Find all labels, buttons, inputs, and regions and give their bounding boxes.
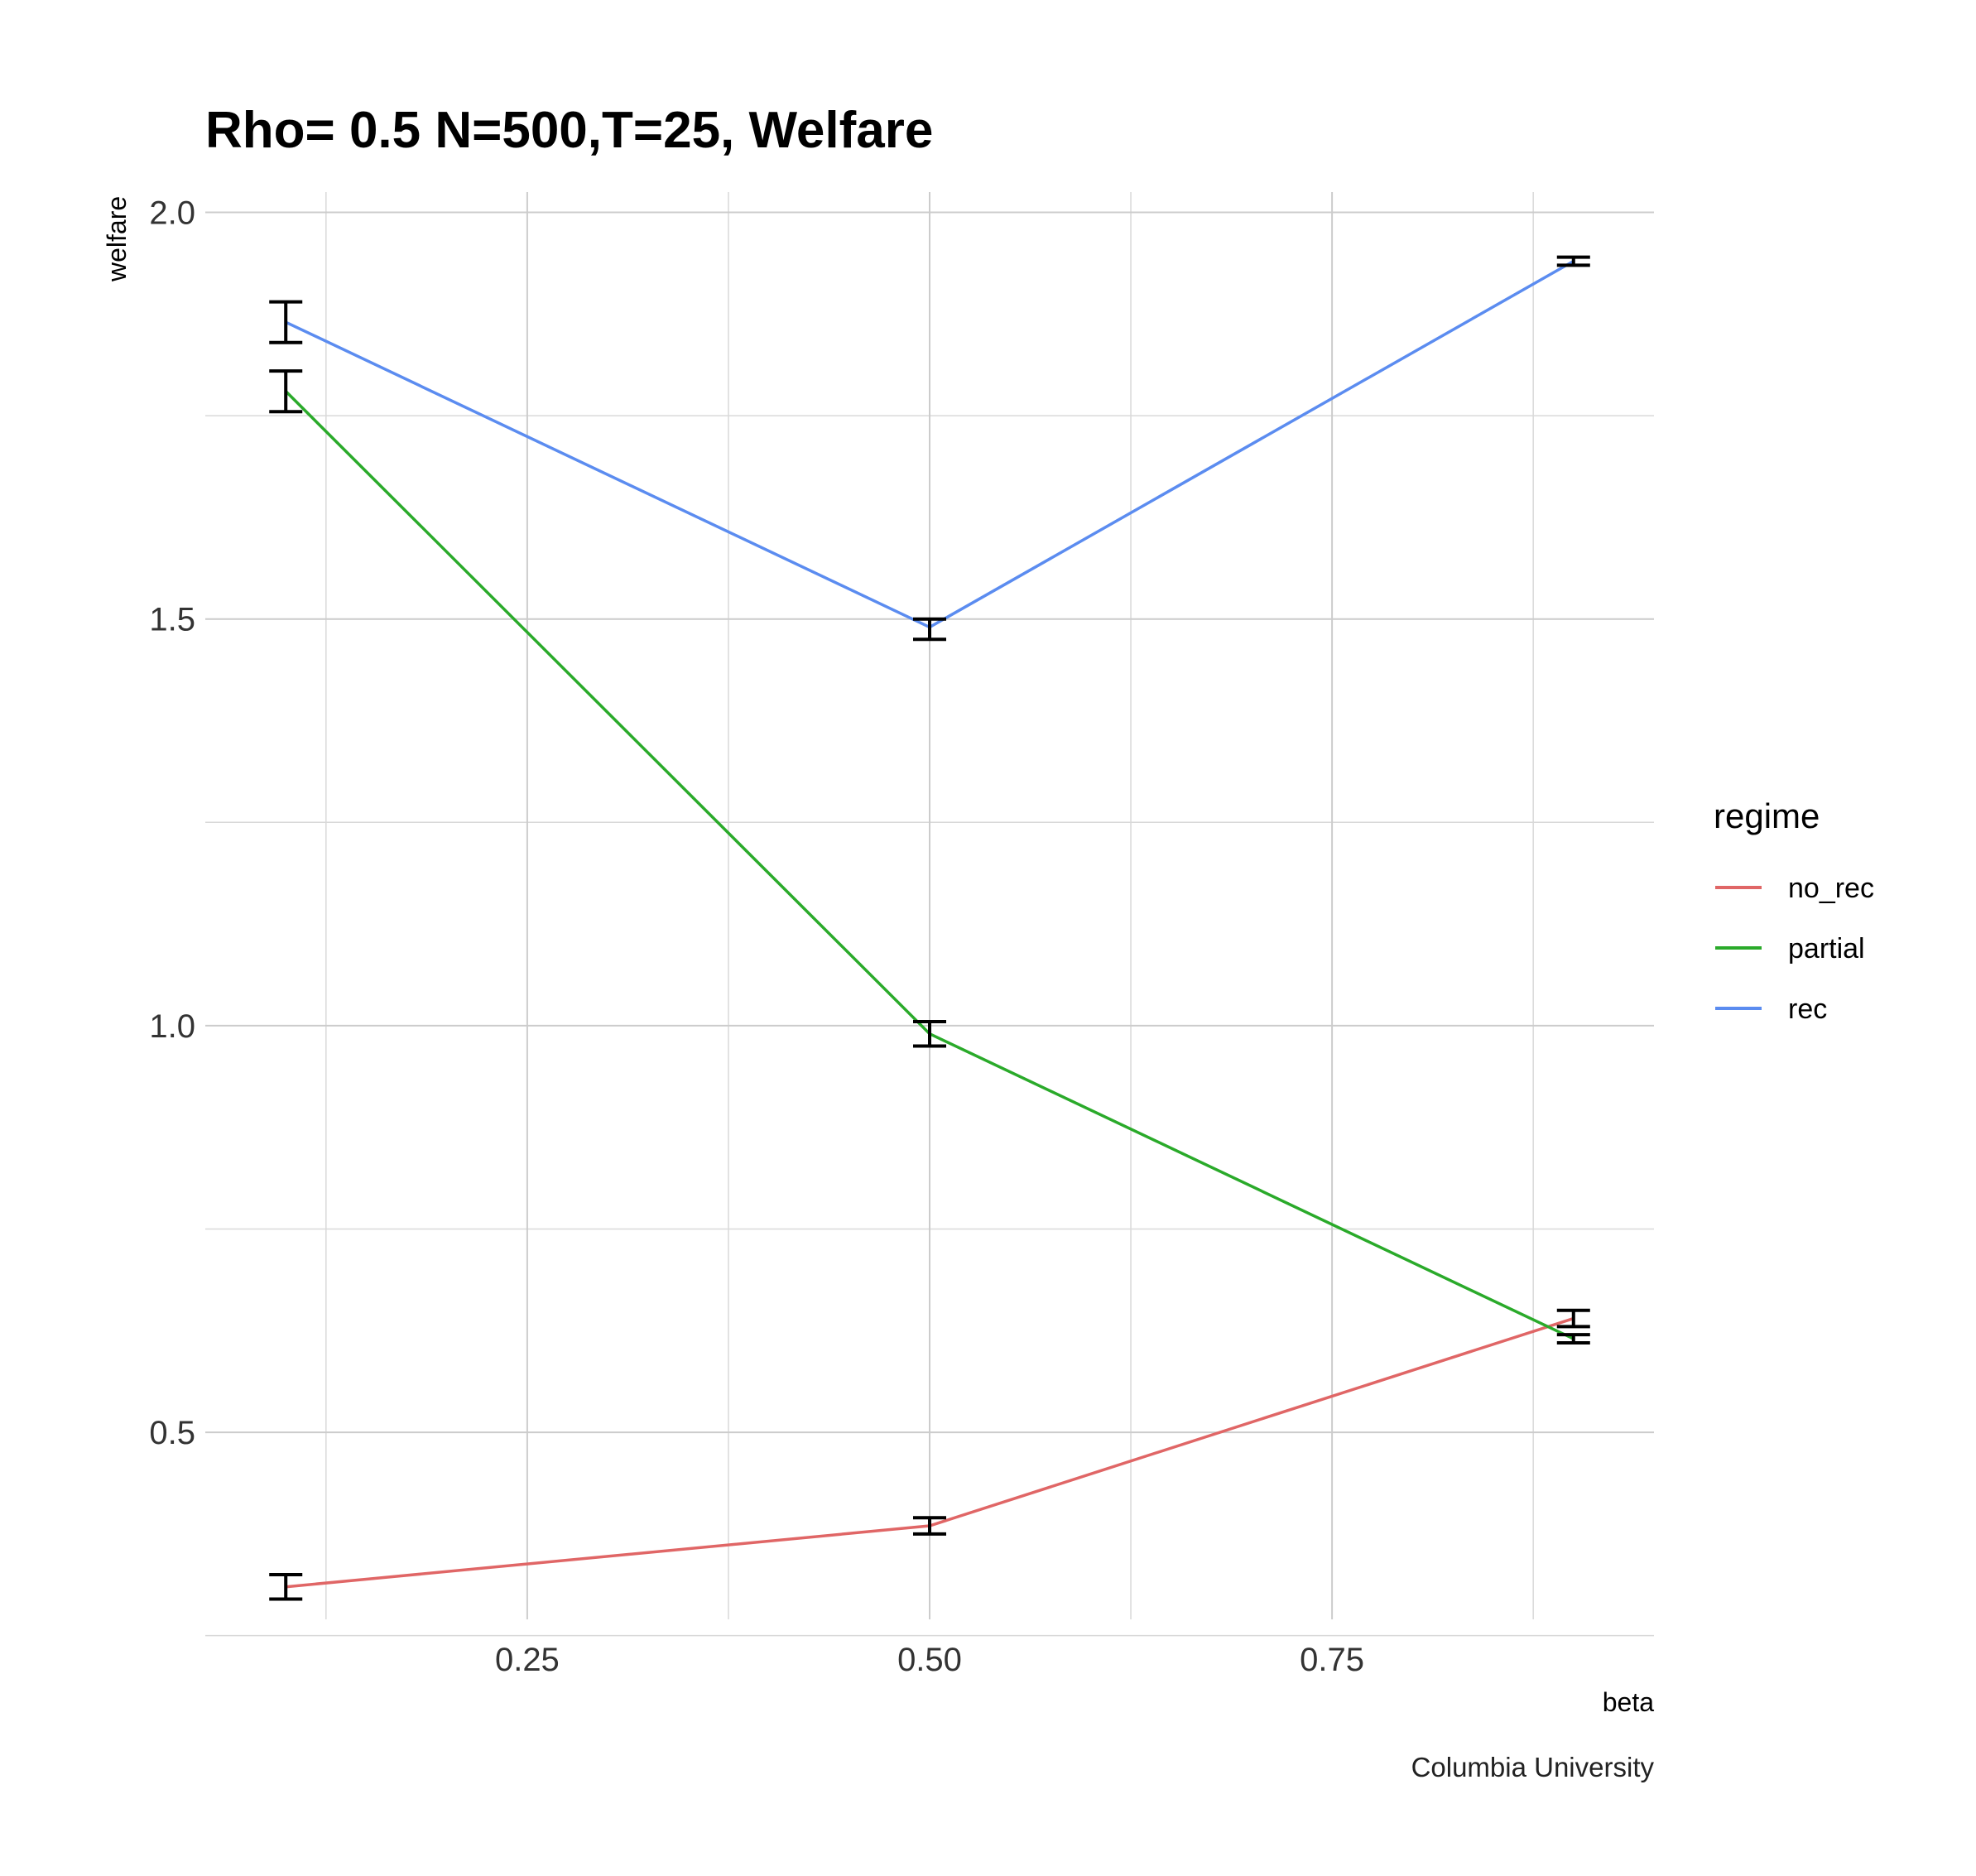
- error-bar-rec: [1556, 255, 1590, 267]
- error-bar-partial: [269, 369, 303, 414]
- x-tick-label: 0.25: [495, 1642, 560, 1678]
- tick-labels: 0.25 0.50 0.75 0.5 1.0 1.5 2.0: [149, 195, 1364, 1678]
- grid: [205, 192, 1654, 1637]
- error-bar-partial: [1556, 1333, 1590, 1345]
- y-tick-label: 2.0: [149, 195, 195, 232]
- chart-title: Rho= 0.5 N=500,T=25, Welfare: [205, 102, 933, 159]
- chart-caption: Columbia University: [1411, 1752, 1655, 1782]
- legend-title: regime: [1714, 796, 1820, 835]
- error-bars: [269, 255, 1590, 1601]
- legend-label-no_rec: no_rec: [1788, 873, 1874, 904]
- x-tick-label: 0.75: [1300, 1642, 1364, 1678]
- error-bar-rec: [269, 300, 303, 344]
- x-tick-label: 0.50: [897, 1642, 962, 1678]
- error-bar-no_rec: [269, 1572, 303, 1601]
- y-tick-label: 1.0: [149, 1008, 195, 1045]
- legend-label-partial: partial: [1788, 933, 1865, 964]
- error-bar-rec: [913, 617, 946, 642]
- y-tick-label: 0.5: [149, 1415, 195, 1451]
- y-tick-label: 1.5: [149, 602, 195, 638]
- y-axis-title: welfare: [102, 196, 132, 282]
- error-bar-no_rec: [913, 1516, 946, 1536]
- error-bar-partial: [913, 1019, 946, 1048]
- error-bar-no_rec: [1556, 1308, 1590, 1329]
- legend-label-rec: rec: [1788, 993, 1827, 1025]
- x-axis-title: beta: [1603, 1687, 1654, 1717]
